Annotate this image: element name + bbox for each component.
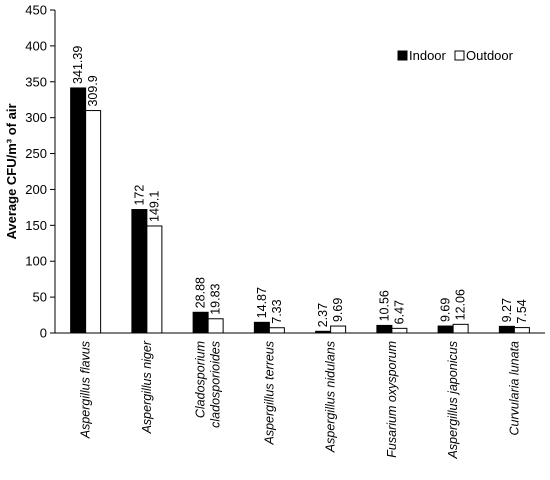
bar-outdoor-2 bbox=[207, 318, 224, 334]
data-label-indoor-0: 341.39 bbox=[71, 46, 85, 84]
data-label-indoor-2: 28.88 bbox=[194, 277, 208, 308]
bar-indoor-1 bbox=[131, 209, 148, 334]
data-label-indoor-5: 10.56 bbox=[377, 290, 391, 321]
data-label-indoor-7: 9.27 bbox=[500, 298, 514, 322]
data-label-outdoor-6: 12.06 bbox=[454, 289, 468, 320]
bar-indoor-0 bbox=[70, 87, 87, 334]
data-label-outdoor-0: 309.9 bbox=[86, 75, 100, 106]
bar-outdoor-3 bbox=[268, 327, 285, 334]
y-axis-title: Average CFU/m³ of air bbox=[4, 103, 19, 239]
data-label-outdoor-5: 6.47 bbox=[392, 300, 406, 324]
category-label-2-line-0: Cladosporium bbox=[194, 341, 208, 418]
bar-indoor-6 bbox=[437, 325, 454, 334]
y-tick-label-200: 200 bbox=[25, 182, 47, 197]
bar-outdoor-6 bbox=[452, 323, 469, 334]
data-label-indoor-4: 2.37 bbox=[316, 303, 330, 327]
bar-outdoor-7 bbox=[513, 327, 530, 334]
data-label-outdoor-7: 7.54 bbox=[515, 299, 529, 323]
y-tick-label-100: 100 bbox=[25, 254, 47, 269]
legend-label-indoor: Indoor bbox=[409, 48, 447, 63]
y-tick-label-250: 250 bbox=[25, 146, 47, 161]
category-label-5: Fusarium oxysporum bbox=[385, 341, 399, 458]
bar-indoor-3 bbox=[253, 321, 270, 334]
category-label-0: Aspergillus flavus bbox=[79, 341, 93, 439]
legend: Indoor Outdoor bbox=[397, 48, 514, 63]
data-label-outdoor-4: 9.69 bbox=[331, 298, 345, 322]
bar-outdoor-4 bbox=[330, 325, 347, 334]
bar-indoor-5 bbox=[376, 324, 393, 334]
bar-outdoor-0 bbox=[85, 110, 102, 334]
data-label-outdoor-1: 149.1 bbox=[147, 191, 161, 222]
y-tick-label-450: 450 bbox=[25, 3, 47, 18]
category-label-6: Aspergillus japonicus bbox=[446, 341, 460, 459]
data-label-outdoor-3: 7.33 bbox=[270, 299, 284, 323]
y-tick-label-400: 400 bbox=[25, 38, 47, 53]
legend-label-outdoor: Outdoor bbox=[466, 48, 514, 63]
y-tick-label-350: 350 bbox=[25, 74, 47, 89]
category-label-4: Aspergillus nidulans bbox=[324, 341, 338, 453]
data-label-indoor-1: 172 bbox=[132, 185, 146, 206]
y-tick-label-0: 0 bbox=[40, 326, 47, 341]
y-tick-label-50: 50 bbox=[33, 290, 47, 305]
data-label-indoor-6: 9.69 bbox=[439, 298, 453, 322]
bar-indoor-2 bbox=[192, 311, 209, 334]
data-label-outdoor-2: 19.83 bbox=[209, 283, 223, 314]
legend-swatch-indoor bbox=[397, 50, 408, 61]
category-label-3: Aspergillus terreus bbox=[262, 341, 276, 446]
axes-layer: 0 50 100 150 200 250 300 350 400 450 Average CFU/m… bbox=[4, 3, 545, 341]
category-label-2-line-1: cladosporioides bbox=[209, 341, 223, 428]
y-tick-label-150: 150 bbox=[25, 218, 47, 233]
bar-outdoor-5 bbox=[391, 327, 408, 334]
legend-swatch-outdoor bbox=[454, 50, 465, 61]
bar-outdoor-1 bbox=[146, 225, 163, 334]
bar-indoor-7 bbox=[498, 325, 515, 334]
category-label-7: Curvularia lunata bbox=[507, 341, 521, 436]
category-label-1: Aspergillus niger bbox=[140, 340, 154, 434]
y-tick-label-300: 300 bbox=[25, 110, 47, 125]
data-label-indoor-3: 14.87 bbox=[255, 287, 269, 318]
